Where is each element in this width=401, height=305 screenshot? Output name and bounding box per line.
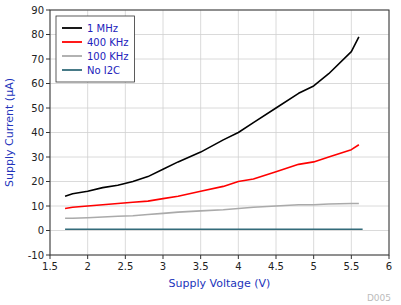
legend-box <box>56 16 135 82</box>
y-grid-line <box>50 108 389 109</box>
y-tick-label: 0 <box>38 225 44 236</box>
plot-frame <box>50 10 389 255</box>
y-tick-label: 30 <box>31 152 44 163</box>
x-tick-label: 5.5 <box>343 261 359 272</box>
y-tick-label: 70 <box>31 54 44 65</box>
series-line <box>65 37 359 196</box>
x-tick-label: 6 <box>386 261 392 272</box>
x-tick <box>200 255 201 259</box>
y-grid-line <box>50 157 389 158</box>
y-tick <box>46 10 50 11</box>
x-tick-label: 3.5 <box>193 261 209 272</box>
y-tick-label: 80 <box>31 29 44 40</box>
series-line <box>65 145 359 209</box>
x-tick <box>313 255 314 259</box>
y-tick-label: 60 <box>31 78 44 89</box>
y-tick-label: 90 <box>31 5 44 16</box>
x-tick <box>238 255 239 259</box>
y-grid-line <box>50 181 389 182</box>
y-grid-line <box>50 230 389 231</box>
y-tick-label: 50 <box>31 103 44 114</box>
axes: 1.5 2 2.5 3 3.5 4 4.5 5 5.5 6 -10 0 10 20 30 40 50 60 70 80… <box>28 5 393 273</box>
y-grid-line <box>50 83 389 84</box>
x-tick-label: 4 <box>235 261 241 272</box>
legend-label: 400 KHz <box>87 37 129 48</box>
y-tick <box>46 255 50 256</box>
chart: 1.5 2 2.5 3 3.5 4 4.5 5 5.5 6 -10 0 10 20 30 40 50 60 70 80… <box>0 0 401 305</box>
legend-swatch <box>62 55 82 57</box>
x-tick <box>351 255 352 259</box>
legend: 1 MHz 400 KHz 100 KHz No I2C <box>56 16 135 82</box>
y-tick-label: 40 <box>31 127 44 138</box>
y-tick-label: 20 <box>31 176 44 187</box>
x-tick-label: 5 <box>310 261 316 272</box>
y-axis-label: Supply Current (μA) <box>3 78 16 187</box>
x-tick-label: 2.5 <box>117 261 133 272</box>
legend-swatch <box>62 41 82 43</box>
series-line <box>65 228 363 230</box>
x-tick <box>125 255 126 259</box>
series-lines <box>65 37 363 229</box>
y-tick <box>46 157 50 158</box>
y-tick <box>46 206 50 207</box>
background <box>0 0 401 305</box>
x-tick-label: 1.5 <box>42 261 58 272</box>
x-tick <box>389 255 390 259</box>
x-tick <box>163 255 164 259</box>
x-tick <box>50 255 51 259</box>
legend-label: 1 MHz <box>87 23 118 34</box>
legend-swatch <box>62 27 82 29</box>
legend-swatch <box>62 69 82 71</box>
y-tick <box>46 59 50 60</box>
y-tick-label: 10 <box>31 201 44 212</box>
y-grid-line <box>50 132 389 133</box>
series-line <box>65 204 359 219</box>
y-tick-label: -10 <box>28 250 44 261</box>
y-tick <box>46 83 50 84</box>
y-tick <box>46 230 50 231</box>
x-tick-label: 2 <box>84 261 90 272</box>
grid <box>50 10 389 255</box>
x-tick <box>276 255 277 259</box>
y-tick <box>46 132 50 133</box>
legend-label: 100 KHz <box>87 51 129 62</box>
y-tick <box>46 108 50 109</box>
y-tick <box>46 181 50 182</box>
x-tick-label: 3 <box>160 261 166 272</box>
y-tick <box>46 34 50 35</box>
watermark: D005 <box>367 293 391 303</box>
x-tick <box>87 255 88 259</box>
x-axis-label: Supply Voltage (V) <box>169 277 271 290</box>
legend-label: No I2C <box>87 65 120 76</box>
x-tick-label: 4.5 <box>268 261 284 272</box>
